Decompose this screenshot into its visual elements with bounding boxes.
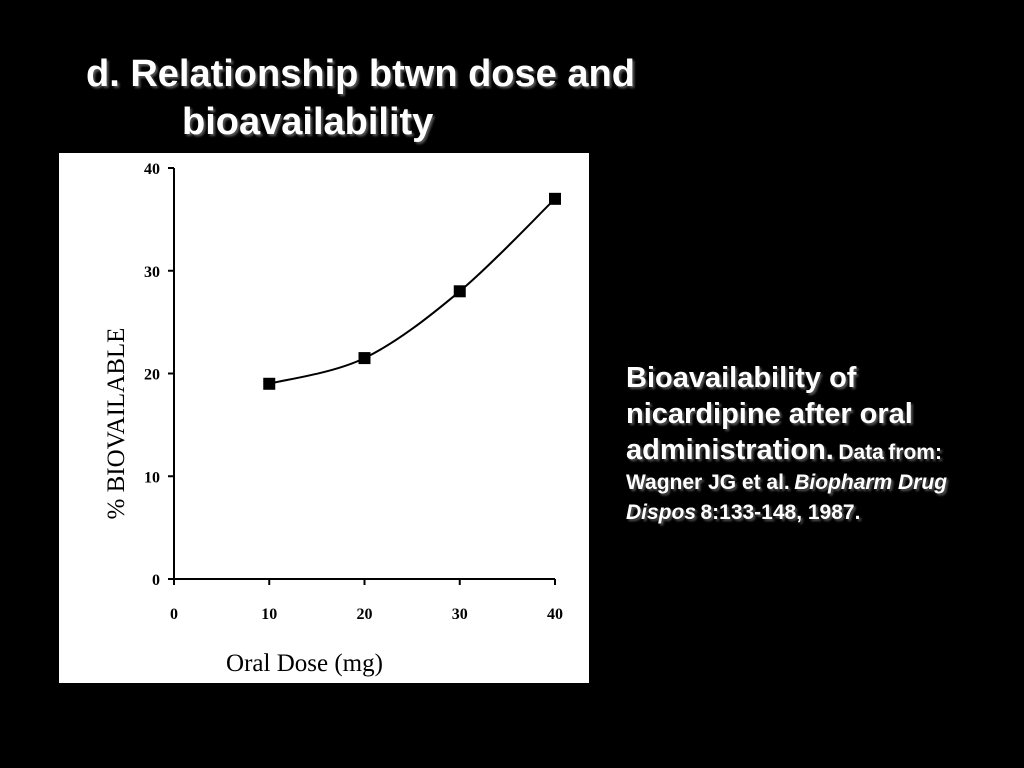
caption-data-prefix: Data <box>838 441 884 464</box>
caption-main: Bioavailability of nicardipine after ora… <box>626 362 913 466</box>
data-point-marker <box>453 285 466 298</box>
x-axis-ticks: 0 10 20 30 40 <box>170 579 563 623</box>
caption-citation: 8:133-148, 1987. <box>700 501 861 524</box>
chart-panel: 0 10 20 30 40 0 10 20 30 40 Oral Dose (mg) % BIO… <box>59 153 589 683</box>
caption-journal: Biopharm Drug Dispos <box>626 471 948 524</box>
dose-bioavailability-chart: 0 10 20 30 40 0 10 20 30 40 Oral Dose (mg) % BIO… <box>103 161 563 677</box>
series-line <box>268 198 556 385</box>
x-tick-label: 30 <box>452 606 468 623</box>
caption-from: from: Wagner JG et al. <box>626 441 942 494</box>
x-tick-label: 20 <box>357 606 373 623</box>
data-point-marker <box>358 352 371 365</box>
y-tick-label: 30 <box>144 264 160 281</box>
x-tick-label: 0 <box>170 606 178 623</box>
slide-title-line-1: d. Relationship btwn dose and <box>86 53 635 95</box>
y-tick-label: 0 <box>152 572 160 589</box>
data-point-marker <box>263 377 276 390</box>
series-markers <box>263 192 561 390</box>
slide-title-line-2: bioavailability <box>182 101 434 143</box>
y-axis-title: % BIOVAILABLE <box>103 328 130 520</box>
data-point-marker <box>549 192 561 205</box>
y-axis-ticks: 0 10 20 30 40 <box>144 161 174 589</box>
figure-caption: Bioavailability of nicardipine after ora… <box>626 360 996 528</box>
x-axis-title: Oral Dose (mg) <box>226 650 383 677</box>
slide-title: d. Relationship btwn dose and bioavailab… <box>86 50 786 146</box>
y-tick-label: 20 <box>144 367 160 384</box>
x-tick-label: 10 <box>261 606 277 623</box>
y-tick-label: 40 <box>144 161 160 178</box>
y-tick-label: 10 <box>144 469 160 486</box>
x-tick-label: 40 <box>547 606 563 623</box>
